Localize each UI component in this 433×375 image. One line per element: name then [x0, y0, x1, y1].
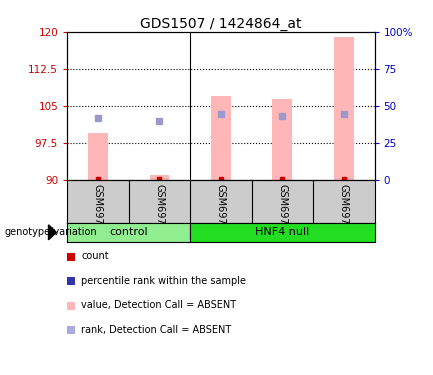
- Bar: [190, 223, 375, 242]
- Text: genotype/variation: genotype/variation: [4, 227, 97, 237]
- Text: percentile rank within the sample: percentile rank within the sample: [81, 276, 246, 286]
- Text: GSM69701: GSM69701: [216, 184, 226, 237]
- Text: control: control: [109, 227, 148, 237]
- Bar: [334, 37, 354, 180]
- Bar: [211, 96, 231, 180]
- Bar: [88, 134, 108, 180]
- Bar: [67, 223, 190, 242]
- Text: GSM69706: GSM69706: [154, 184, 165, 237]
- Title: GDS1507 / 1424864_at: GDS1507 / 1424864_at: [140, 17, 301, 31]
- Text: GSM69704: GSM69704: [339, 184, 349, 237]
- Text: HNF4 null: HNF4 null: [255, 227, 310, 237]
- Text: value, Detection Call = ABSENT: value, Detection Call = ABSENT: [81, 300, 236, 310]
- Bar: [272, 99, 292, 180]
- Bar: [149, 176, 169, 180]
- Text: rank, Detection Call = ABSENT: rank, Detection Call = ABSENT: [81, 325, 232, 334]
- Text: GSM69703: GSM69703: [277, 184, 288, 237]
- Text: GSM69705: GSM69705: [93, 184, 103, 237]
- Text: count: count: [81, 252, 109, 261]
